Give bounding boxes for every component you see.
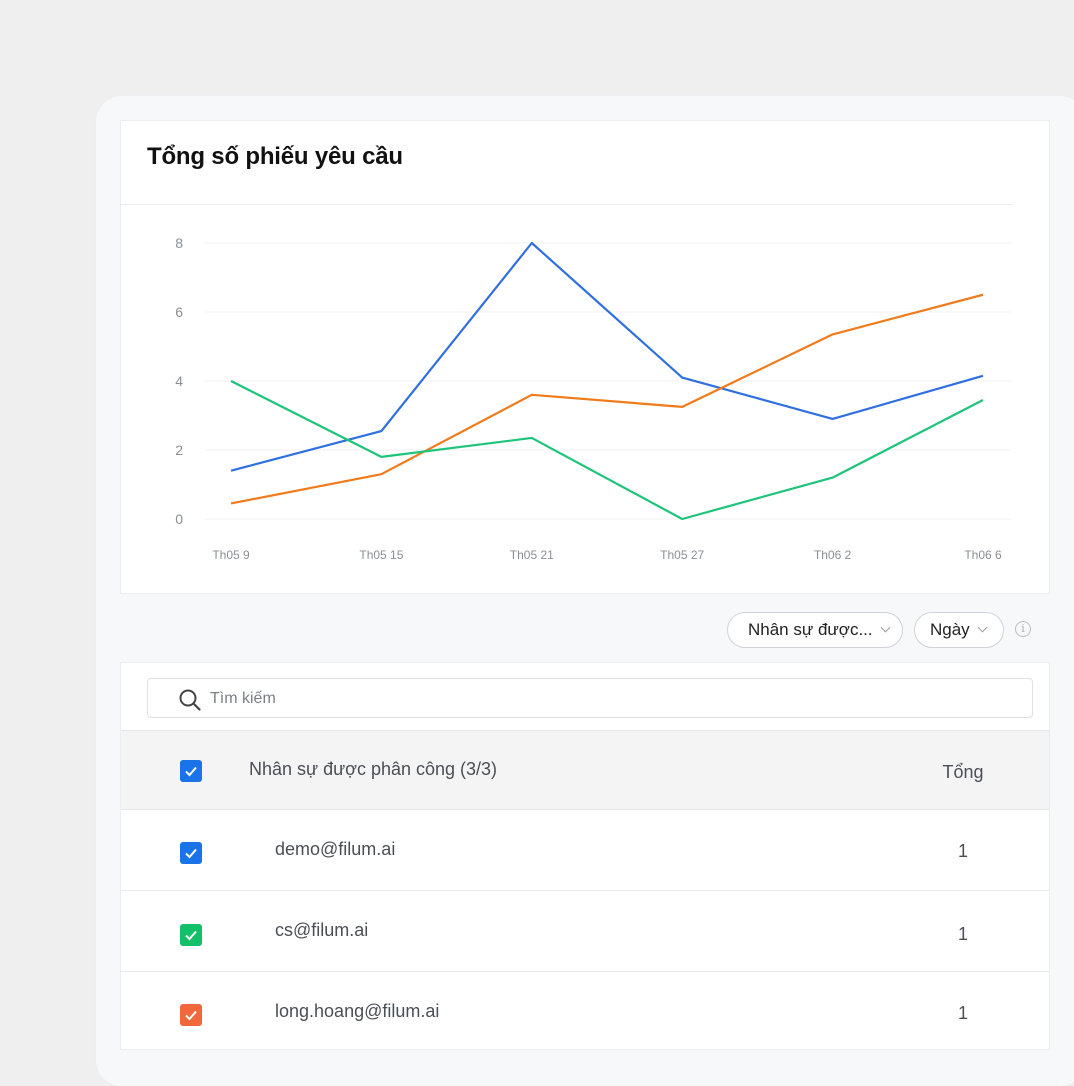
- series-line: [230, 380, 984, 521]
- y-tick-label: 8: [175, 235, 183, 251]
- header-total: Tổng: [942, 762, 984, 782]
- checkmark-icon: [185, 766, 197, 777]
- table-row: cs@filum.ai 1: [121, 891, 1049, 972]
- checkmark-icon: [185, 1010, 197, 1021]
- select-all-checkbox[interactable]: [180, 760, 202, 782]
- search-box[interactable]: [147, 678, 1033, 719]
- row-name: long.hoang@filum.ai: [275, 1001, 440, 1021]
- chart-card: Tổng số phiếu yêu cầu 0 2 4 6 8 Th05 9 Th05 15…: [120, 120, 1050, 594]
- y-tick-label: 4: [175, 373, 183, 389]
- series-line: [230, 293, 984, 505]
- search-icon: [179, 689, 201, 711]
- row-total: 1: [957, 1003, 968, 1023]
- line-chart: 0 2 4 6 8 Th05 9 Th05 15 Th05 21 Th05 27 Th06 2 Th…: [175, 235, 1011, 562]
- y-tick-label: 0: [175, 511, 183, 527]
- assignee-table-card: Nhân sự được phân công (3/3) Tổng demo@f…: [120, 662, 1050, 1050]
- chart-title: Tổng số phiếu yêu cầu: [147, 143, 403, 170]
- row-checkbox[interactable]: [180, 842, 202, 864]
- row-total: 1: [957, 924, 968, 944]
- x-tick-label: Th05 21: [510, 548, 554, 562]
- x-tick-label: Th06 6: [964, 548, 1002, 562]
- table-row: demo@filum.ai 1: [121, 810, 1049, 891]
- series-line: [230, 241, 984, 472]
- header-name: Nhân sự được phân công (3/3): [249, 759, 498, 779]
- period-filter-label: Ngày: [930, 620, 970, 639]
- row-checkbox[interactable]: [180, 924, 202, 946]
- chevron-down-icon: [977, 622, 988, 633]
- y-tick-label: 6: [175, 304, 183, 320]
- assignee-filter-label: Nhân sự được...: [748, 620, 873, 639]
- table-header: Nhân sự được phân công (3/3) Tổng: [121, 730, 1049, 810]
- x-tick-label: Th06 2: [814, 548, 852, 562]
- chevron-down-icon: [880, 622, 891, 633]
- info-icon[interactable]: i: [1015, 621, 1031, 637]
- y-tick-label: 2: [175, 442, 183, 458]
- checkmark-icon: [185, 848, 197, 859]
- table-row: long.hoang@filum.ai 1: [121, 972, 1049, 1051]
- search-input[interactable]: [208, 679, 1012, 719]
- row-name: demo@filum.ai: [275, 839, 396, 859]
- x-tick-label: Th05 27: [660, 548, 704, 562]
- row-total: 1: [957, 841, 968, 861]
- row-name: cs@filum.ai: [275, 920, 369, 940]
- assignee-filter-dropdown[interactable]: Nhân sự được...: [727, 612, 903, 648]
- row-checkbox[interactable]: [180, 1004, 202, 1026]
- x-tick-label: Th05 15: [359, 548, 403, 562]
- checkmark-icon: [185, 930, 197, 941]
- chart-divider: [121, 204, 1013, 205]
- x-tick-label: Th05 9: [212, 548, 250, 562]
- period-filter-dropdown[interactable]: Ngày: [914, 612, 1004, 648]
